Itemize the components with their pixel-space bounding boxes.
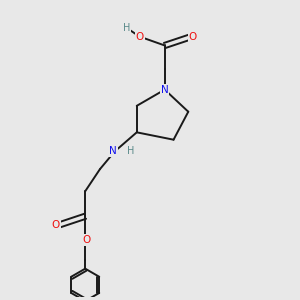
Text: H: H	[127, 146, 134, 157]
Text: O: O	[136, 32, 144, 42]
Text: N: N	[161, 85, 169, 94]
Text: O: O	[52, 220, 60, 230]
Text: N: N	[109, 146, 117, 157]
Text: H: H	[123, 23, 130, 33]
Text: O: O	[189, 32, 197, 42]
Text: O: O	[82, 235, 91, 245]
